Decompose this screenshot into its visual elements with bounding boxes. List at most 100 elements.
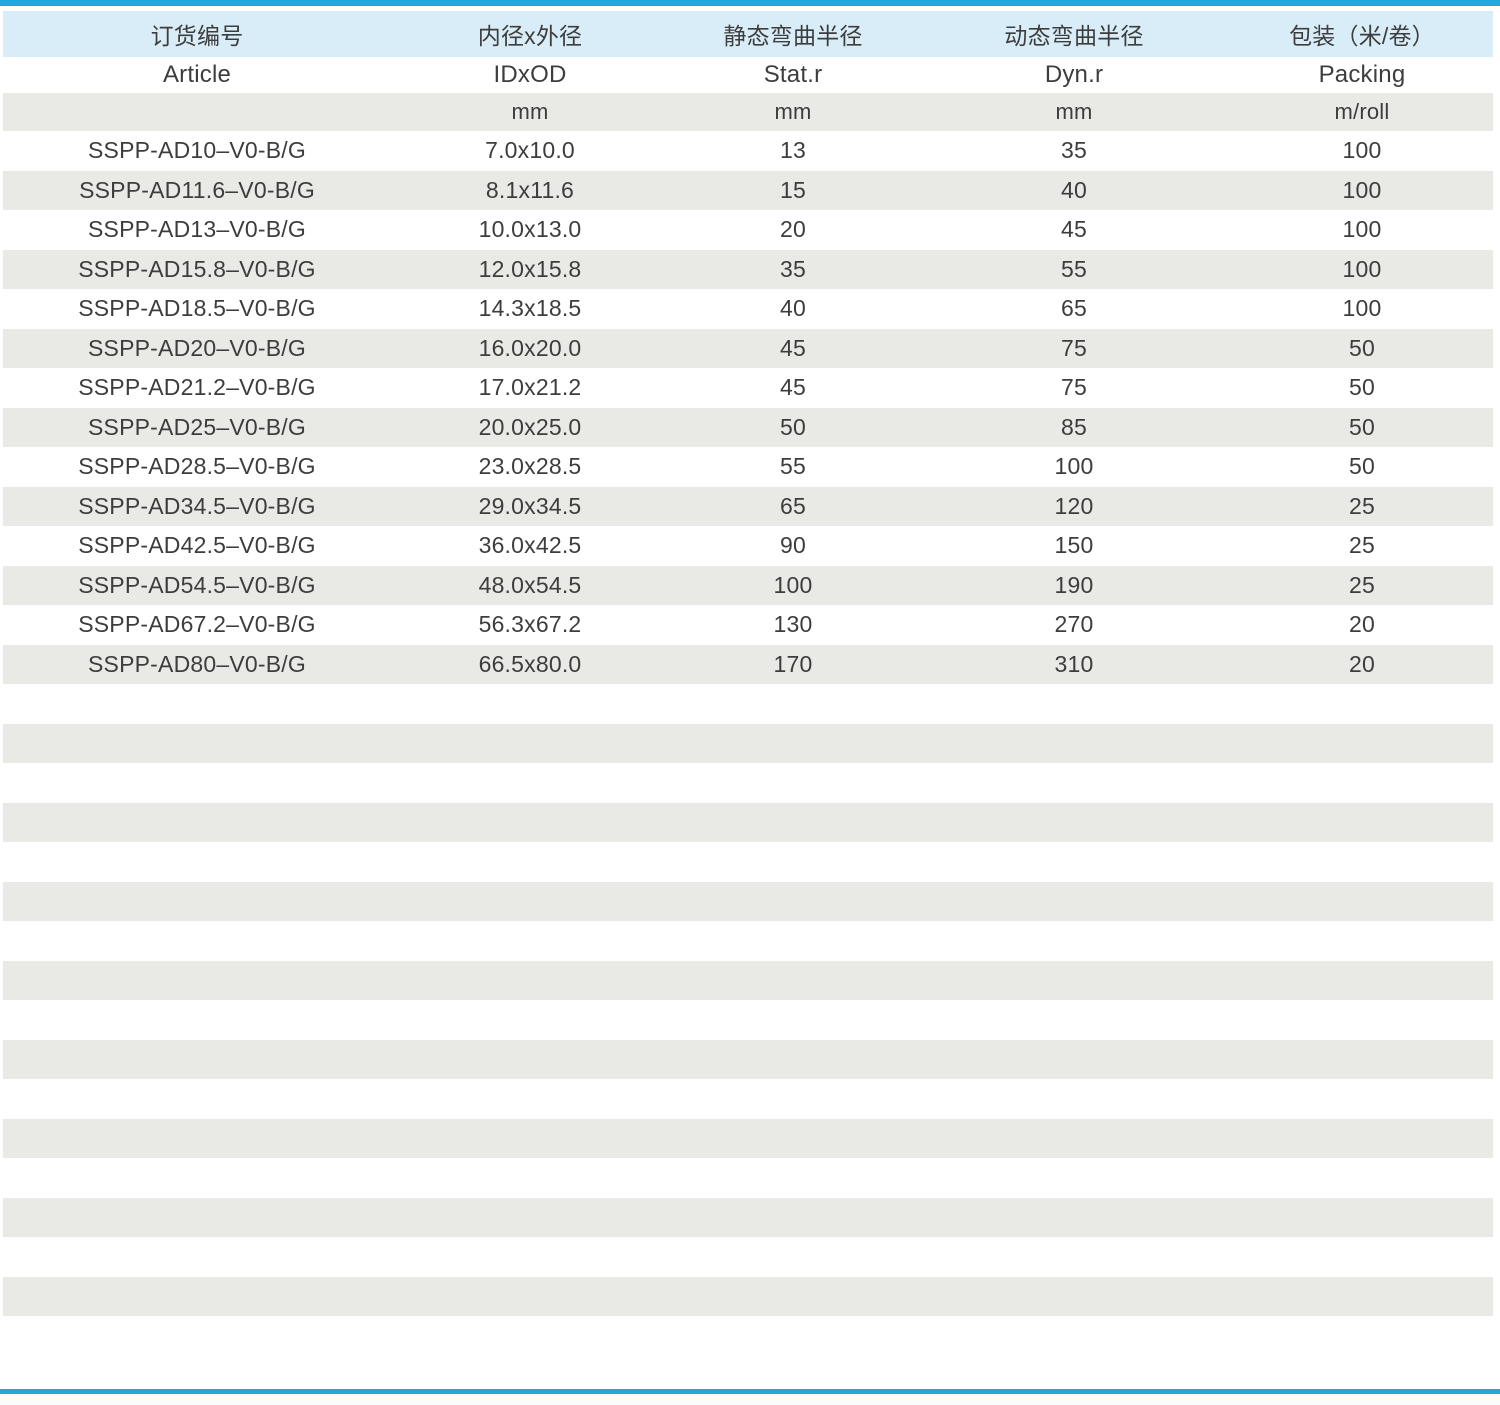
empty-row [3, 881, 1493, 921]
cell-stat-r: 45 [780, 334, 806, 361]
table-row: SSPP-AD10–V0-B/G 7.0x10.0 13 35 100 [3, 131, 1493, 171]
top-rule [0, 0, 1500, 6]
empty-row [3, 763, 1493, 803]
empty-row [3, 723, 1493, 763]
cell-stat-r: 15 [780, 176, 806, 203]
cell-dyn-r: 150 [1054, 532, 1094, 559]
cell-packing: 25 [1349, 532, 1375, 559]
cell-packing: 100 [1342, 295, 1382, 322]
cell-article: SSPP-AD20–V0-B/G [88, 334, 306, 361]
table-header-en: Article IDxOD Stat.r Dyn.r Packing [3, 57, 1493, 93]
cell-packing: 25 [1349, 492, 1375, 519]
cell-id-od: 12.0x15.8 [478, 255, 582, 282]
header-en-id-od: IDxOD [493, 61, 567, 88]
cell-article: SSPP-AD67.2–V0-B/G [78, 611, 316, 638]
cell-packing: 50 [1349, 413, 1375, 440]
cell-packing: 100 [1342, 255, 1382, 282]
header-zh-packing: 包装（米/卷） [1289, 23, 1435, 49]
cell-dyn-r: 35 [1061, 137, 1087, 164]
cell-stat-r: 35 [780, 255, 806, 282]
cell-packing: 50 [1349, 334, 1375, 361]
unit-stat-r: mm [774, 99, 812, 124]
cell-id-od: 20.0x25.0 [478, 413, 582, 440]
empty-row [3, 684, 1493, 724]
cell-id-od: 66.5x80.0 [478, 650, 582, 677]
cell-packing: 100 [1342, 216, 1382, 243]
empty-row [3, 1197, 1493, 1237]
cell-id-od: 48.0x54.5 [478, 571, 582, 598]
cell-dyn-r: 190 [1054, 571, 1094, 598]
table-row: SSPP-AD28.5–V0-B/G 23.0x28.5 55 100 50 [3, 447, 1493, 487]
cell-id-od: 56.3x67.2 [478, 611, 582, 638]
cell-article: SSPP-AD21.2–V0-B/G [78, 374, 316, 401]
table-row: SSPP-AD18.5–V0-B/G 14.3x18.5 40 65 100 [3, 289, 1493, 329]
cell-dyn-r: 45 [1061, 216, 1087, 243]
table-row: SSPP-AD13–V0-B/G 10.0x13.0 20 45 100 [3, 210, 1493, 250]
table-row: SSPP-AD15.8–V0-B/G 12.0x15.8 35 55 100 [3, 249, 1493, 289]
table-body: SSPP-AD10–V0-B/G 7.0x10.0 13 35 100 SSPP… [3, 131, 1493, 684]
spec-table: 订货编号 内径x外径 静态弯曲半径 动态弯曲半径 包装（米/卷） Article… [3, 11, 1493, 1316]
table-row: SSPP-AD67.2–V0-B/G 56.3x67.2 130 270 20 [3, 605, 1493, 645]
table-row: SSPP-AD54.5–V0-B/G 48.0x54.5 100 190 25 [3, 565, 1493, 605]
cell-id-od: 17.0x21.2 [478, 374, 582, 401]
cell-dyn-r: 270 [1054, 611, 1094, 638]
cell-id-od: 7.0x10.0 [485, 137, 575, 164]
empty-row [3, 1237, 1493, 1277]
cell-packing: 20 [1349, 650, 1375, 677]
cell-dyn-r: 65 [1061, 295, 1087, 322]
table-header-zh: 订货编号 内径x外径 静态弯曲半径 动态弯曲半径 包装（米/卷） [3, 11, 1493, 57]
unit-id-od: mm [511, 99, 549, 124]
cell-id-od: 10.0x13.0 [478, 216, 582, 243]
empty-row [3, 1000, 1493, 1040]
cell-stat-r: 20 [780, 216, 806, 243]
cell-packing: 50 [1349, 374, 1375, 401]
cell-id-od: 29.0x34.5 [478, 492, 582, 519]
header-zh-id-od: 内径x外径 [477, 23, 583, 49]
cell-article: SSPP-AD54.5–V0-B/G [78, 571, 316, 598]
cell-article: SSPP-AD11.6–V0-B/G [79, 176, 315, 203]
empty-row [3, 1039, 1493, 1079]
cell-stat-r: 55 [780, 453, 806, 480]
cell-id-od: 36.0x42.5 [478, 532, 582, 559]
empty-row [3, 1118, 1493, 1158]
empty-row [3, 1276, 1493, 1316]
cell-dyn-r: 100 [1054, 453, 1094, 480]
empty-row [3, 921, 1493, 961]
header-zh-stat-r: 静态弯曲半径 [723, 23, 863, 49]
cell-id-od: 14.3x18.5 [478, 295, 582, 322]
table-row: SSPP-AD20–V0-B/G 16.0x20.0 45 75 50 [3, 328, 1493, 368]
bottom-rule [0, 1389, 1500, 1394]
cell-article: SSPP-AD28.5–V0-B/G [78, 453, 316, 480]
table-row: SSPP-AD21.2–V0-B/G 17.0x21.2 45 75 50 [3, 368, 1493, 408]
cell-packing: 100 [1342, 176, 1382, 203]
table-row: SSPP-AD42.5–V0-B/G 36.0x42.5 90 150 25 [3, 526, 1493, 566]
cell-article: SSPP-AD18.5–V0-B/G [78, 295, 316, 322]
empty-stripe-rows [3, 684, 1493, 1316]
cell-packing: 50 [1349, 453, 1375, 480]
cell-stat-r: 130 [773, 611, 813, 638]
cell-dyn-r: 55 [1061, 255, 1087, 282]
unit-packing: m/roll [1334, 99, 1390, 124]
unit-dyn-r: mm [1055, 99, 1093, 124]
header-en-article: Article [162, 61, 232, 88]
cell-packing: 20 [1349, 611, 1375, 638]
cell-stat-r: 90 [780, 532, 806, 559]
empty-row [3, 842, 1493, 882]
cell-dyn-r: 75 [1061, 374, 1087, 401]
cell-stat-r: 40 [780, 295, 806, 322]
table-header-units: mm mm mm m/roll [3, 93, 1493, 131]
empty-row [3, 1079, 1493, 1119]
cell-stat-r: 45 [780, 374, 806, 401]
header-zh-dyn-r: 动态弯曲半径 [1004, 23, 1144, 49]
cell-dyn-r: 75 [1061, 334, 1087, 361]
cell-packing: 100 [1342, 137, 1382, 164]
header-zh-article: 订货编号 [150, 23, 244, 49]
cell-dyn-r: 85 [1061, 413, 1087, 440]
cell-article: SSPP-AD25–V0-B/G [88, 413, 306, 440]
cell-dyn-r: 40 [1061, 176, 1087, 203]
header-en-stat-r: Stat.r [763, 61, 823, 88]
cell-stat-r: 13 [780, 137, 806, 164]
table-row: SSPP-AD34.5–V0-B/G 29.0x34.5 65 120 25 [3, 486, 1493, 526]
cell-stat-r: 50 [780, 413, 806, 440]
